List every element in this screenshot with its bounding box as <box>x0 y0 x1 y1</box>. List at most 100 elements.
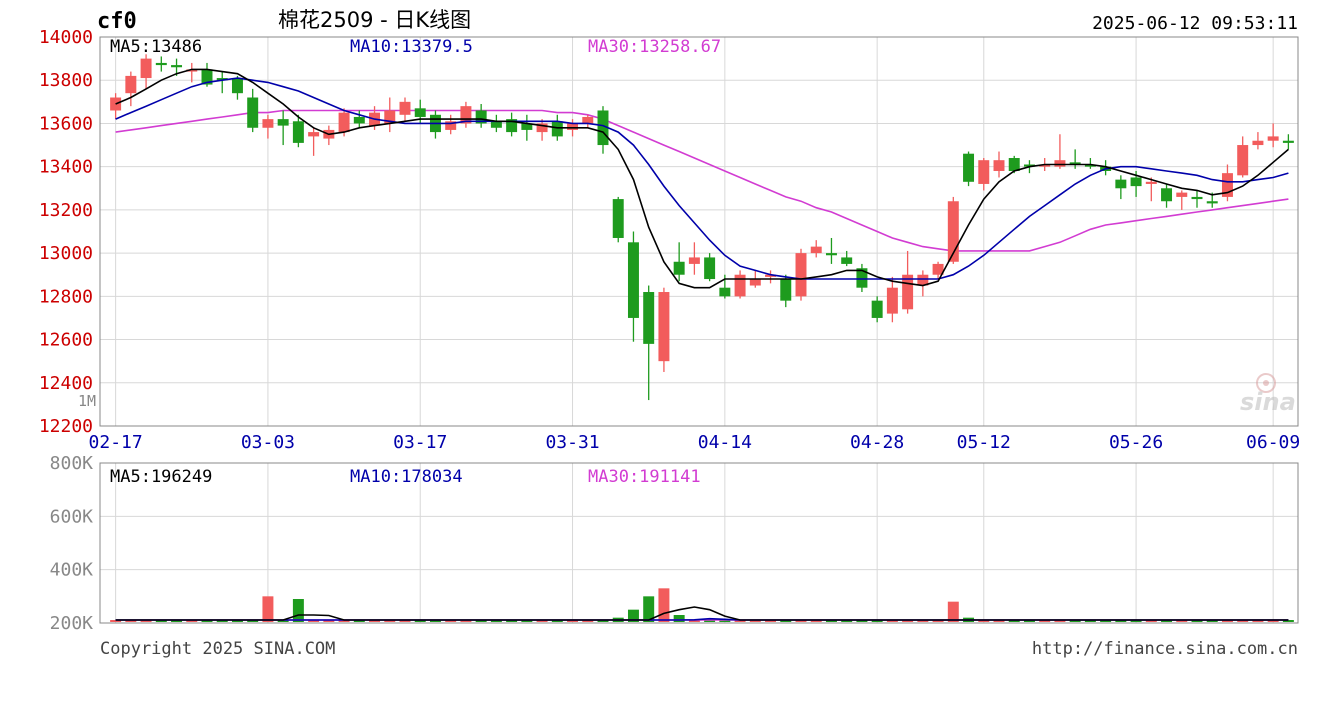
copyright: Copyright 2025 SINA.COM <box>100 639 335 659</box>
candle-body <box>658 292 670 362</box>
candle-body <box>1176 192 1188 197</box>
candle-body <box>445 121 457 130</box>
candle-body <box>993 160 1005 171</box>
symbol-code: cf0 <box>97 9 137 34</box>
volume-bar <box>506 620 518 622</box>
date-tick-label: 03-17 <box>393 432 447 453</box>
volume-bar <box>825 620 837 622</box>
price-axis: 14000 13800 13600 13400 13200 13000 12800 12600… <box>39 27 93 437</box>
volume-tick-label: 800K <box>50 453 94 474</box>
price-ma10-line <box>115 77 1289 280</box>
volume-bar <box>582 620 594 622</box>
price-tick-label: 13400 <box>39 157 93 178</box>
candle-body <box>1161 188 1173 202</box>
volume-bar <box>338 620 350 622</box>
volume-bar <box>1161 620 1173 622</box>
candle-body <box>216 78 228 81</box>
volume-bar <box>1267 620 1279 622</box>
candle-body <box>201 69 213 85</box>
volume-bar <box>262 596 274 622</box>
volume-bar <box>1252 620 1264 622</box>
candle-body <box>947 201 959 262</box>
price-tick-label: 12400 <box>39 373 93 394</box>
candle-body <box>521 123 533 130</box>
candle-body <box>749 279 761 286</box>
price-tick-label: 12800 <box>39 286 93 307</box>
candle-body <box>171 65 183 68</box>
volume-bar <box>1237 620 1249 622</box>
volume-bar <box>110 620 122 622</box>
price-tick-label: 12600 <box>39 330 93 351</box>
volume-bar <box>886 620 898 622</box>
candle-body <box>338 112 350 133</box>
candle-body <box>155 62 167 66</box>
candle-body <box>262 119 274 128</box>
volume-bar <box>1221 620 1233 622</box>
volume-unit-label: 1M <box>78 392 96 410</box>
legend-ma5: MA5:13486 <box>110 37 202 57</box>
vol-legend-ma10: MA10:178034 <box>350 467 463 487</box>
volume-bar <box>231 620 243 622</box>
volume-bar <box>627 609 639 622</box>
candle-body <box>841 257 853 264</box>
volume-bar <box>414 620 426 622</box>
candle-body <box>490 121 502 128</box>
volume-bar <box>1100 620 1112 622</box>
volume-bar <box>521 620 533 622</box>
volume-bar <box>871 620 883 622</box>
candle-body <box>506 119 518 133</box>
legend-ma30: MA30:13258.67 <box>588 37 721 57</box>
candle-body <box>932 263 944 275</box>
price-tick-label: 13600 <box>39 113 93 134</box>
volume-bar <box>536 620 548 622</box>
volume-panel-frame <box>99 462 1299 624</box>
watermark-text: sina <box>1240 388 1296 416</box>
volume-bar <box>688 620 700 622</box>
volume-bar <box>460 620 472 622</box>
volume-ma5-line <box>115 606 1289 621</box>
candle-body <box>810 246 822 254</box>
candle-body <box>399 101 411 115</box>
candle-body <box>1069 162 1081 165</box>
candle-body <box>1282 140 1294 143</box>
volume-bar <box>1145 620 1157 622</box>
volume-bar <box>917 620 929 622</box>
price-panel-frame <box>99 36 1299 427</box>
volume-tick-label: 400K <box>50 560 94 581</box>
chart-title: 棉花2509 - 日K线图 <box>278 8 471 32</box>
volume-bar <box>749 620 761 622</box>
vol-legend-ma5: MA5:196249 <box>110 467 212 487</box>
candle-body <box>963 153 975 182</box>
candle-body <box>871 300 883 318</box>
volume-bar <box>171 620 183 622</box>
candle-body <box>719 287 731 297</box>
volume-bar <box>810 620 822 622</box>
candle-body <box>643 292 655 344</box>
volume-bar <box>1115 620 1127 622</box>
candle-body <box>780 279 792 301</box>
volume-tick-label: 200K <box>50 613 94 634</box>
volume-bar <box>323 620 335 622</box>
volume-bar <box>1176 620 1188 622</box>
volume-bar <box>490 620 502 622</box>
price-tick-label: 12200 <box>39 416 93 437</box>
candle-body <box>1039 164 1051 167</box>
price-tick-label: 13200 <box>39 200 93 221</box>
price-tick-label: 13800 <box>39 70 93 91</box>
volume-bar <box>947 601 959 622</box>
volume-bar <box>993 620 1005 622</box>
volume-bar <box>277 620 289 622</box>
candle-body <box>353 116 365 124</box>
volume-bar <box>308 620 320 622</box>
date-tick-label: 04-14 <box>698 432 752 453</box>
candle-body <box>688 257 700 264</box>
candle-body <box>1008 158 1020 171</box>
source-url[interactable]: http://finance.sina.com.cn <box>1032 639 1298 659</box>
candle-body <box>978 160 990 184</box>
candle-body <box>1237 145 1249 176</box>
date-tick-label: 02-17 <box>89 432 143 453</box>
volume-bar <box>551 620 563 622</box>
candle-body <box>1023 164 1035 167</box>
candle-body <box>460 106 472 124</box>
